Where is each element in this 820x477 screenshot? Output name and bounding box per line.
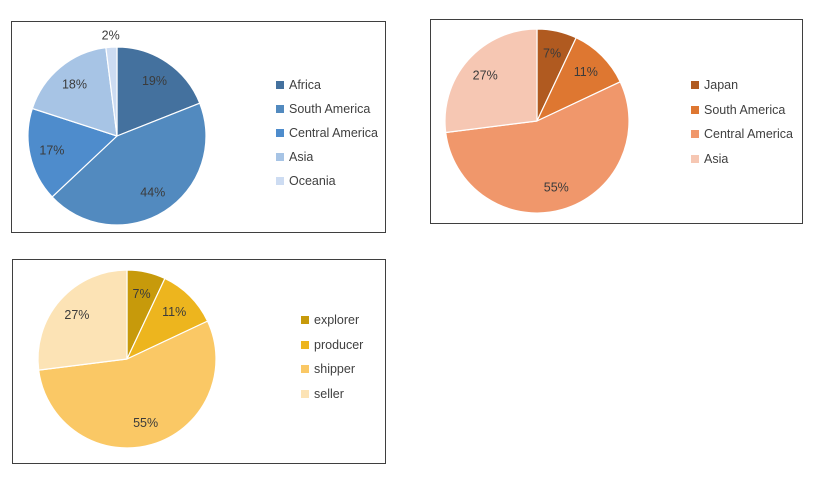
pie-slice-seller[interactable] [37,269,128,371]
legend-item-producer[interactable]: producer [301,332,363,357]
pie-slice-south-america[interactable] [51,102,207,226]
legend-item-japan[interactable]: Japan [691,73,793,98]
data-label-seller: 27% [64,308,89,322]
chart-frame-roles-yellow[interactable]: 7% 11% 55% 27% explorer producer shipper seller [12,259,386,464]
legend-item-oceania[interactable]: Oceania [276,169,378,193]
legend-swatch-icon [301,389,309,398]
pie-slice-central-america[interactable] [27,107,118,198]
legend-swatch-icon [276,81,284,89]
data-label-africa: 19% [142,74,167,88]
legend-label: Asia [289,150,314,164]
legend-label: seller [314,386,344,401]
data-label-central-america: 55% [544,180,569,194]
chart-frame-continents-blue[interactable]: 19% 44% 17% 18% 2% Africa South America Central… [11,21,386,233]
legend-item-explorer[interactable]: explorer [301,308,363,333]
pie-slice-asia[interactable] [31,47,118,137]
legend-swatch-icon [276,153,284,161]
legend-label: Japan [704,78,739,92]
legend-swatch-icon [691,154,699,163]
chart-frame-regions-orange[interactable]: 7% 11% 55% 27% Japan South America Central Ame… [430,19,803,224]
legend-label: Oceania [289,174,336,188]
legend-item-shipper[interactable]: shipper [301,357,363,382]
legend-item-south-america[interactable]: South America [691,97,793,122]
legend-label: explorer [314,313,360,327]
legend-swatch-icon [301,316,309,324]
legend-continents-blue: Africa South America Central America Asia Oc… [276,73,378,193]
legend-label: South America [704,102,786,117]
legend-item-central-america[interactable]: Central America [691,122,793,147]
data-label-asia: 18% [62,78,87,92]
data-label-shipper: 55% [133,416,158,430]
pie-plot-continents-blue: 19% 44% 17% 18% 2% [27,29,207,226]
legend-item-africa[interactable]: Africa [276,73,378,97]
data-label-producer: 11% [162,305,186,319]
pie-slice-oceania[interactable] [105,46,118,137]
legend-item-seller[interactable]: seller [301,381,363,406]
pie-slice-shipper[interactable] [38,320,217,449]
data-label-central-america: 17% [39,144,64,158]
legend-label: Central America [289,126,378,140]
legend-label: Central America [704,127,793,141]
legend-swatch-icon [276,129,284,137]
data-label-oceania: 2% [102,29,120,43]
legend-label: Asia [704,151,729,166]
legend-label: South America [289,102,371,116]
legend-swatch-icon [691,105,699,114]
pie-slice-asia[interactable] [444,28,538,134]
pie-plot-regions-orange: 7% 11% 55% 27% [444,28,630,214]
legend-swatch-icon [276,177,284,185]
legend-label: shipper [314,362,355,376]
data-label-asia: 27% [473,68,498,82]
legend-swatch-icon [276,105,284,113]
data-label-explorer: 7% [133,287,151,301]
legend-item-asia[interactable]: Asia [276,145,378,169]
legend-item-south-america[interactable]: South America [276,97,378,121]
pie-plot-roles-yellow: 7% 11% 55% 27% [37,269,217,449]
legend-swatch-icon [301,365,309,373]
data-label-south-america: 11% [574,65,598,79]
legend-roles-yellow: explorer producer shipper seller [301,308,363,406]
pie-slice-africa[interactable] [116,46,201,137]
legend-item-central-america[interactable]: Central America [276,121,378,145]
legend-label: Africa [289,78,321,92]
legend-swatch-icon [691,81,699,89]
legend-label: producer [314,337,364,352]
legend-swatch-icon [691,130,699,138]
legend-item-asia[interactable]: Asia [691,146,793,171]
data-label-japan: 7% [543,47,561,61]
pie-slice-central-america[interactable] [445,81,630,214]
legend-regions-orange: Japan South America Central America Asia [691,73,793,171]
legend-swatch-icon [301,340,309,349]
data-label-south-america: 44% [140,185,165,199]
